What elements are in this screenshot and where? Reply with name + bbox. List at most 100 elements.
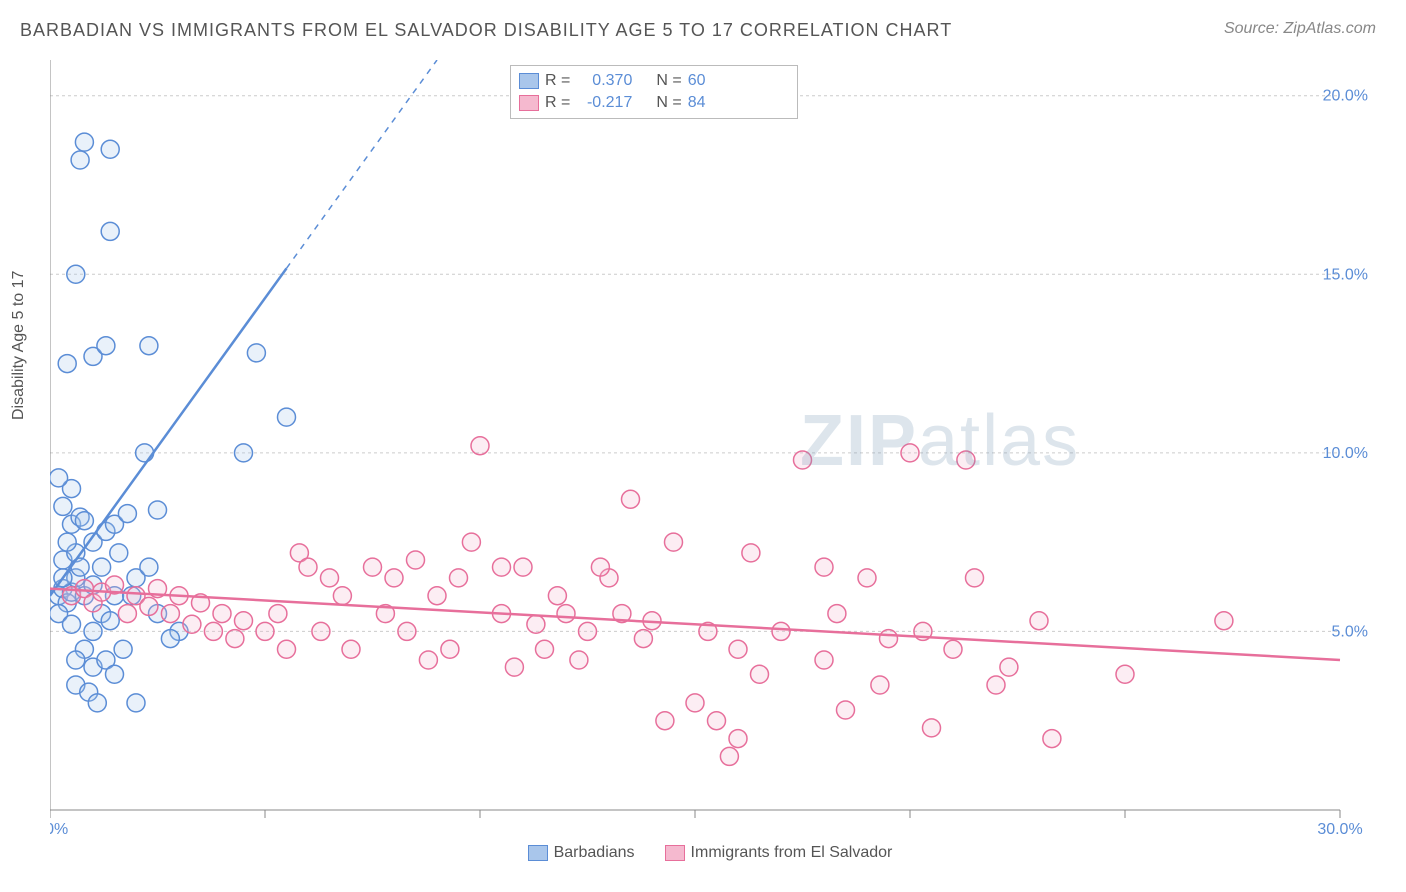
data-point: [557, 605, 575, 623]
data-point: [471, 437, 489, 455]
data-point: [269, 605, 287, 623]
x-tick-label: 30.0%: [1317, 821, 1362, 838]
r-value: 0.370: [576, 72, 632, 90]
data-point: [299, 558, 317, 576]
data-point: [321, 569, 339, 587]
data-point: [140, 558, 158, 576]
data-point: [114, 640, 132, 658]
data-point: [398, 622, 416, 640]
data-point: [101, 140, 119, 158]
data-point: [136, 444, 154, 462]
data-point: [101, 612, 119, 630]
data-point: [428, 587, 446, 605]
data-point: [71, 151, 89, 169]
data-point: [656, 712, 674, 730]
data-point: [1215, 612, 1233, 630]
trend-line-dashed: [287, 60, 438, 268]
legend-item: Immigrants from El Salvador: [665, 842, 893, 864]
data-point: [708, 712, 726, 730]
legend-swatch: [665, 845, 685, 861]
data-point: [944, 640, 962, 658]
y-tick-label: 10.0%: [1323, 445, 1368, 462]
r-value: -0.217: [576, 94, 632, 112]
trend-line: [50, 268, 287, 595]
data-point: [1116, 665, 1134, 683]
data-point: [106, 665, 124, 683]
data-point: [901, 444, 919, 462]
data-point: [235, 612, 253, 630]
data-point: [514, 558, 532, 576]
data-point: [720, 747, 738, 765]
data-point: [63, 615, 81, 633]
data-point: [1000, 658, 1018, 676]
data-point: [815, 651, 833, 669]
data-point: [235, 444, 253, 462]
data-point: [312, 622, 330, 640]
data-point: [815, 558, 833, 576]
data-point: [527, 615, 545, 633]
y-axis-label: Disability Age 5 to 17: [10, 271, 28, 420]
stats-legend-row: R =0.370N =60: [519, 70, 789, 92]
data-point: [1043, 730, 1061, 748]
data-point: [772, 622, 790, 640]
data-point: [837, 701, 855, 719]
data-point: [742, 544, 760, 562]
data-point: [140, 597, 158, 615]
data-point: [966, 569, 984, 587]
data-point: [858, 569, 876, 587]
data-point: [97, 337, 115, 355]
data-point: [407, 551, 425, 569]
data-point: [67, 265, 85, 283]
data-point: [686, 694, 704, 712]
data-point: [93, 558, 111, 576]
y-tick-label: 15.0%: [1323, 266, 1368, 283]
y-tick-label: 20.0%: [1323, 88, 1368, 105]
data-point: [871, 676, 889, 694]
data-point: [161, 630, 179, 648]
data-point: [67, 651, 85, 669]
bottom-legend: Barbadians Immigrants from El Salvador: [50, 842, 1370, 864]
data-point: [342, 640, 360, 658]
data-point: [84, 622, 102, 640]
data-point: [536, 640, 554, 658]
data-point: [75, 512, 93, 530]
data-point: [183, 615, 201, 633]
data-point: [634, 630, 652, 648]
n-value: 60: [688, 72, 706, 90]
data-point: [665, 533, 683, 551]
data-point: [364, 558, 382, 576]
data-point: [110, 544, 128, 562]
data-point: [75, 133, 93, 151]
data-point: [88, 694, 106, 712]
data-point: [957, 451, 975, 469]
n-label: N =: [656, 72, 681, 90]
legend-swatch: [519, 95, 539, 111]
data-point: [794, 451, 812, 469]
data-point: [149, 501, 167, 519]
n-label: N =: [656, 94, 681, 112]
legend-label: Immigrants from El Salvador: [691, 844, 893, 862]
data-point: [622, 490, 640, 508]
data-point: [1030, 612, 1048, 630]
data-point: [462, 533, 480, 551]
legend-swatch: [519, 73, 539, 89]
data-point: [441, 640, 459, 658]
data-point: [101, 222, 119, 240]
stats-legend: R = 0.370 N = 60 R = -0.217 N = 84: [510, 65, 798, 119]
r-label: R =: [545, 94, 570, 112]
data-point: [579, 622, 597, 640]
data-point: [450, 569, 468, 587]
data-point: [278, 408, 296, 426]
data-point: [127, 694, 145, 712]
data-point: [333, 587, 351, 605]
data-point: [118, 605, 136, 623]
data-point: [880, 630, 898, 648]
x-tick-label: 0.0%: [50, 821, 68, 838]
stats-legend-row: R = -0.217 N = 84: [519, 92, 789, 114]
data-point: [505, 658, 523, 676]
data-point: [828, 605, 846, 623]
data-point: [118, 505, 136, 523]
legend-item: Barbadians: [528, 842, 635, 864]
data-point: [204, 622, 222, 640]
n-value: 84: [688, 94, 706, 112]
